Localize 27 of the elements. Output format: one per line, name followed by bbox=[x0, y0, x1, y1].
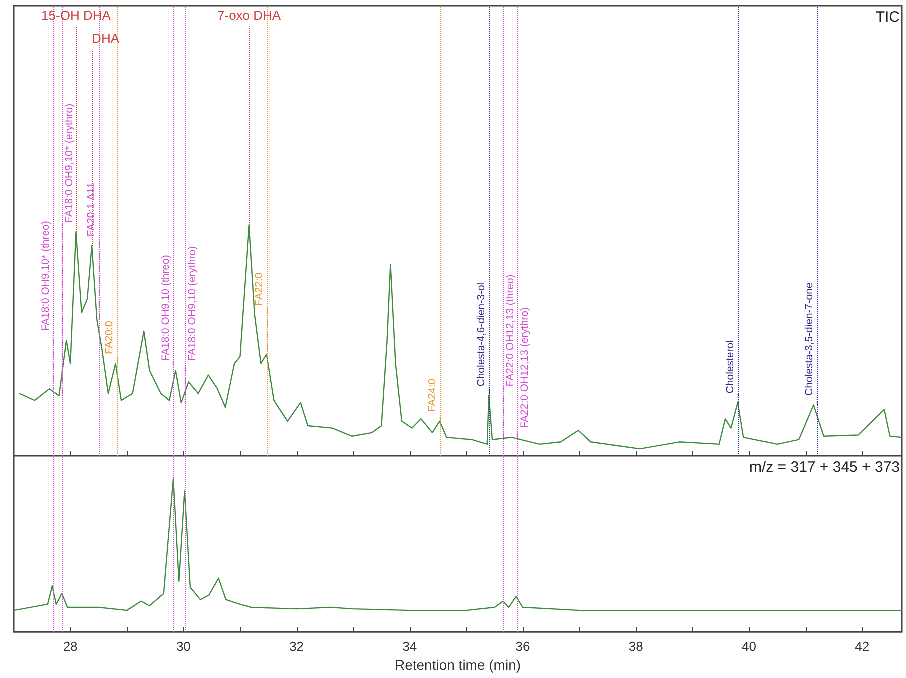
annotation: FA18:0 OH9,10 (threo) bbox=[160, 255, 172, 362]
annotation: FA22:0 OH12,13 (threo) bbox=[504, 274, 517, 387]
x-tick-label: 28 bbox=[63, 639, 78, 654]
x-tick-label: 36 bbox=[516, 639, 530, 654]
annotation: Cholesta-3,5-dien-7-one bbox=[804, 282, 816, 396]
annotation: 15-OH DHA bbox=[42, 8, 112, 24]
annotation: FA18:0 OH9,10* (threo) bbox=[40, 221, 52, 332]
annotation: Cholesta-4,6-dien-3-ol bbox=[476, 282, 488, 387]
text: m/z = 317 + 345 + 373 bbox=[749, 459, 900, 476]
annotation: FA24:0 bbox=[426, 378, 438, 412]
annotation: FA22:0 OH12,13 (erythro) bbox=[518, 307, 531, 428]
annotation: Cholesterol bbox=[724, 340, 736, 394]
annotation: FA22:0 bbox=[253, 272, 266, 306]
annotation: DHA bbox=[92, 31, 120, 46]
x-tick-label: 42 bbox=[855, 639, 870, 654]
x-axis-title: Retention time (min) bbox=[394, 657, 522, 673]
x-tick-label: 34 bbox=[402, 639, 418, 654]
text: TIC bbox=[876, 9, 900, 26]
x-tick-label: 32 bbox=[290, 639, 304, 654]
annotation: 7-oxo DHA bbox=[218, 8, 282, 24]
x-tick-label: 30 bbox=[176, 639, 191, 654]
x-tick-label: 38 bbox=[628, 639, 644, 654]
x-tick-label: 40 bbox=[742, 639, 757, 654]
annotation: FA18:0 OH9,10* (erythro) bbox=[64, 104, 76, 223]
annotation: FA18:0 OH9,10 (erythro) bbox=[186, 246, 198, 362]
annotation: FA20:1 Δ11 bbox=[85, 182, 98, 237]
annotation: FA20:0 bbox=[103, 321, 116, 354]
